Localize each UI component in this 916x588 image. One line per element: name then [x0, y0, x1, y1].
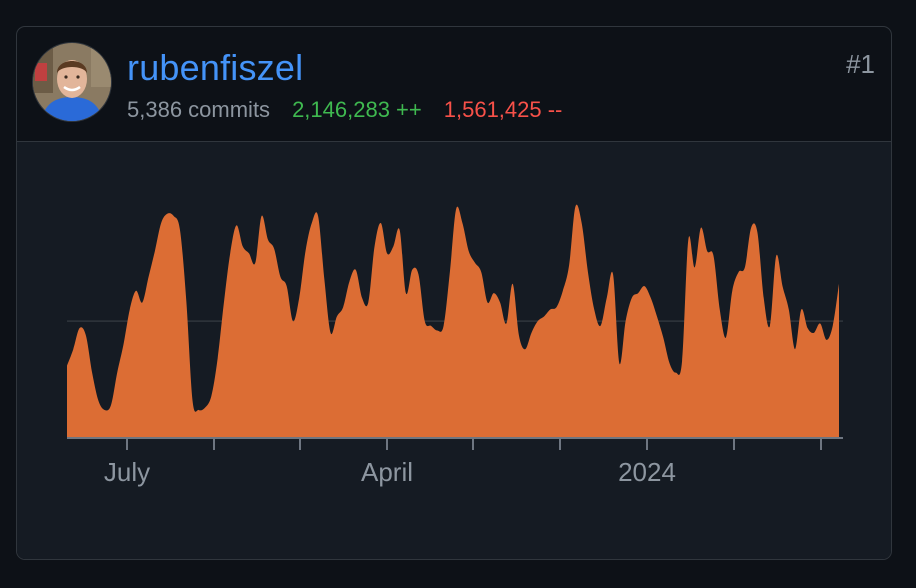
- commit-activity-chart: 50 July April 2024: [17, 142, 891, 559]
- contributor-stats: 5,386 commits 2,146,283 ++ 1,561,425 --: [127, 97, 562, 123]
- x-tick-label-april: April: [361, 457, 413, 487]
- deletions-count: 1,561,425 --: [443, 97, 563, 122]
- rank-badge: #1: [846, 49, 875, 79]
- commit-count-link[interactable]: 5,386 commits: [127, 97, 271, 122]
- contributor-header: rubenfiszel 5,386 commits 2,146,283 ++ 1,5…: [17, 27, 891, 142]
- contributor-card: rubenfiszel 5,386 commits 2,146,283 ++ 1,5…: [16, 26, 892, 560]
- commit-area-series: [67, 204, 839, 438]
- x-tick-label-2024: 2024: [618, 457, 676, 487]
- username-link[interactable]: rubenfiszel: [127, 47, 304, 88]
- avatar-image: [33, 43, 111, 121]
- x-tick-label-july: July: [104, 457, 150, 487]
- area-chart-svg: 50 July April 2024: [67, 204, 843, 487]
- x-axis-ticks: [126, 438, 822, 450]
- avatar[interactable]: [33, 43, 111, 121]
- additions-count: 2,146,283 ++: [292, 97, 422, 122]
